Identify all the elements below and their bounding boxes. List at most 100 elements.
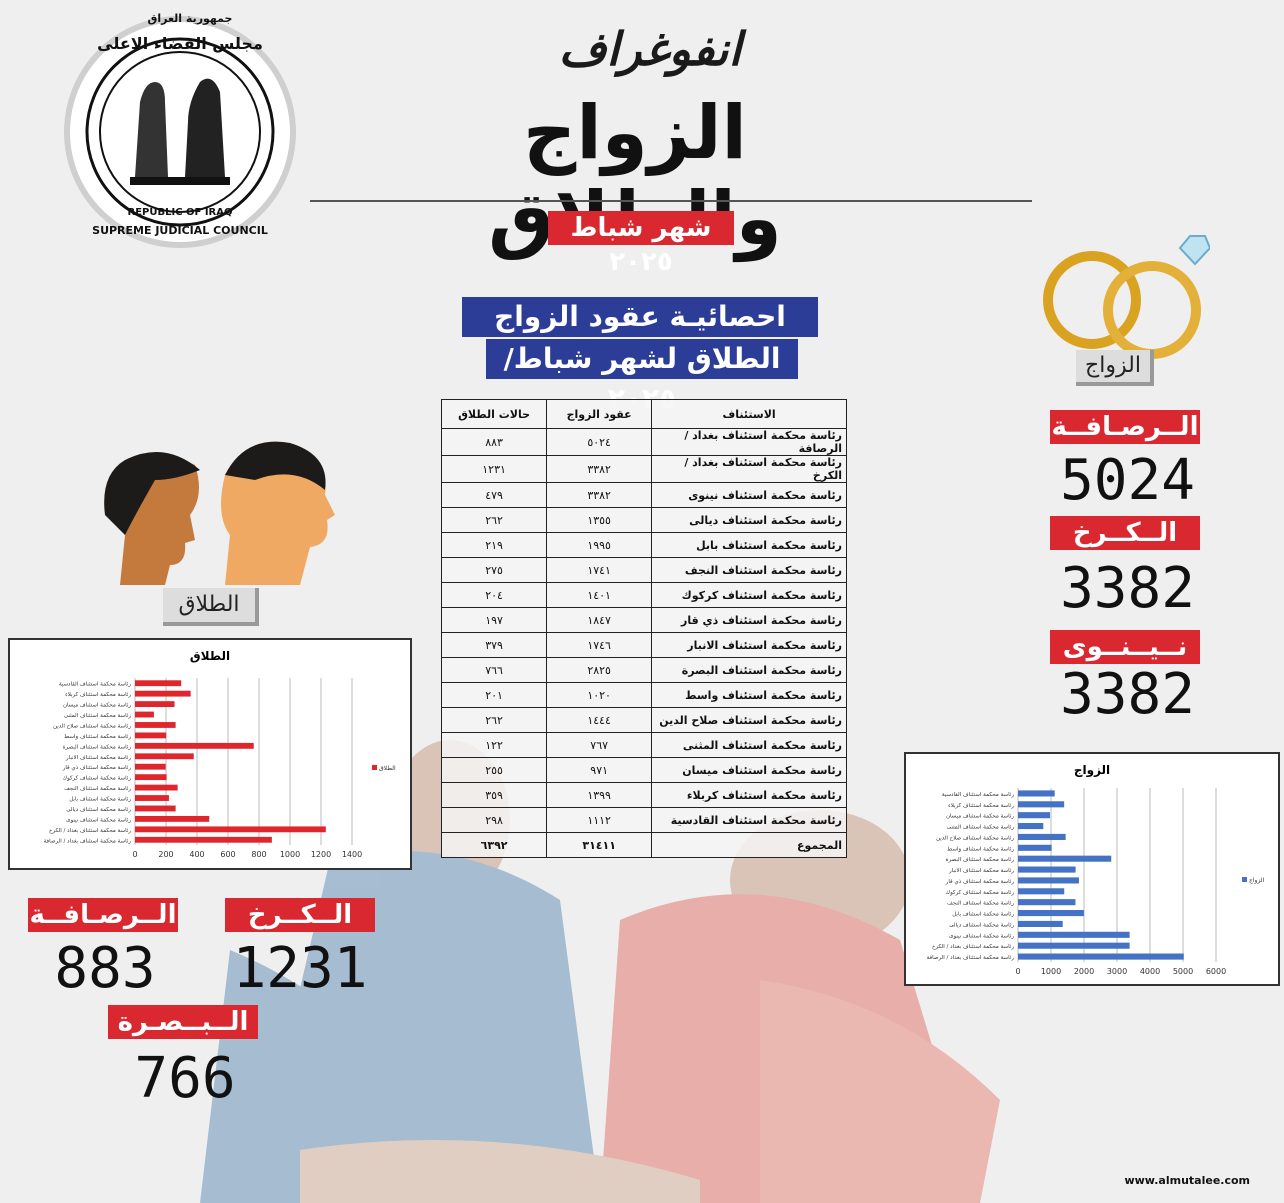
- y-category-label: رئاسة محكمة استئناف البصرة: [63, 743, 132, 750]
- cell-court: رئاسة محكمة استئناف نينوى: [651, 482, 847, 508]
- marriage-region-2: الــكــرخ: [1050, 516, 1200, 550]
- bar: [135, 763, 166, 770]
- y-category-label: رئاسة محكمة استئناف ديالى: [949, 921, 1014, 928]
- bar: [135, 795, 169, 801]
- cell-marriage: ١٠٢٠: [546, 682, 653, 708]
- table-row: رئاسة محكمة استئناف الانبار ١٧٤٦ ٣٧٩: [440, 632, 847, 658]
- y-category-label: رئاسة محكمة استئناف ميسان: [946, 813, 1014, 820]
- y-category-label: رئاسة محكمة استئناف البصرة: [946, 856, 1015, 863]
- bar: [135, 805, 176, 812]
- cell-marriage: ١٤٤٤: [546, 707, 653, 733]
- cell-divorce: ٤٧٩: [440, 482, 548, 508]
- cell-court: رئاسة محكمة استئناف ذي قار: [651, 607, 847, 633]
- cell-court: رئاسة محكمة استئناف كركوك: [651, 582, 847, 608]
- cell-court: رئاسة محكمة استئناف كربلاء: [651, 782, 847, 808]
- y-category-label: رئاسة محكمة استئناف كركوك: [946, 889, 1015, 896]
- legend-swatch: [1242, 877, 1247, 882]
- y-category-label: رئاسة محكمة استئناف النجف: [947, 900, 1014, 907]
- x-tick-label: 1000: [1041, 967, 1061, 976]
- cell-divorce: ٣٥٩: [440, 782, 548, 808]
- divorce-region-1: الــرصـافــة: [28, 898, 178, 932]
- stats-title-line2: الطلاق لشهر شباط/ ٢٠٢٥: [486, 339, 798, 415]
- cell-divorce: ٢٦٢: [440, 507, 548, 533]
- y-category-label: رئاسة محكمة استئناف الانبار: [65, 754, 131, 761]
- cell-divorce: ٢٥٥: [440, 757, 548, 783]
- cell-marriage: ١٣٩٩: [546, 782, 653, 808]
- y-category-label: رئاسة محكمة استئناف كربلاء: [948, 802, 1014, 809]
- bar: [1018, 931, 1130, 938]
- y-category-label: رئاسة محكمة استئناف القادسية: [942, 791, 1014, 798]
- header-court: الاستئناف: [651, 399, 847, 429]
- bar: [135, 784, 178, 791]
- x-tick-label: 6000: [1206, 967, 1226, 976]
- cell-divorce: ٢٠٤: [440, 582, 548, 608]
- x-tick-label: 3000: [1107, 967, 1127, 976]
- cell-marriage: ٣٣٨٢: [546, 455, 653, 483]
- bar: [135, 774, 167, 781]
- y-category-label: رئاسة محكمة استئناف كربلاء: [65, 691, 131, 698]
- table-header-row: الاستئناف عقود الزواج حالات الطلاق: [440, 399, 847, 429]
- marriage-label: الزواج: [1076, 350, 1154, 386]
- bar: [1018, 899, 1076, 906]
- legend-swatch: [372, 765, 377, 770]
- bar: [135, 722, 176, 728]
- cell-court: رئاسة محكمة استئناف بغداد / الكرخ: [651, 455, 847, 483]
- cell-marriage: ١٨٤٧: [546, 607, 653, 633]
- cell-divorce: ٢٦٢: [440, 707, 548, 733]
- y-category-label: رئاسة محكمة استئناف صلاح الدين: [53, 722, 131, 729]
- table-row: رئاسة محكمة استئناف النجف ١٧٤١ ٢٧٥: [440, 557, 847, 583]
- y-category-label: رئاسة محكمة استئناف ذي قار: [62, 764, 132, 771]
- bar: [1018, 877, 1079, 884]
- x-tick-label: 5000: [1173, 967, 1193, 976]
- infograph-heading: انفوغراف: [558, 22, 742, 76]
- cell-marriage: ١٤٠١: [546, 582, 653, 608]
- table-row: رئاسة محكمة استئناف صلاح الدين ١٤٤٤ ٢٦٢: [440, 707, 847, 733]
- y-category-label: رئاسة محكمة استئناف المثنى: [947, 824, 1014, 831]
- cell-marriage: ١٧٤١: [546, 557, 653, 583]
- cell-divorce: ٢٠١: [440, 682, 548, 708]
- x-tick-label: 1000: [280, 850, 300, 859]
- table-row: رئاسة محكمة استئناف واسط ١٠٢٠ ٢٠١: [440, 682, 847, 708]
- bar: [1018, 812, 1051, 819]
- footer-website[interactable]: www.almutalee.com: [1124, 1174, 1250, 1187]
- cell-divorce: ٣٧٩: [440, 632, 548, 658]
- marriage-region-1: الــرصـافــة: [1050, 410, 1200, 444]
- table-row: رئاسة محكمة استئناف بابل ١٩٩٥ ٢١٩: [440, 532, 847, 558]
- bar: [1018, 833, 1066, 840]
- bar: [135, 680, 182, 687]
- cell-marriage: ١٩٩٥: [546, 532, 653, 558]
- y-category-label: رئاسة محكمة استئناف النجف: [64, 785, 131, 792]
- cell-court: رئاسة محكمة استئناف البصرة: [651, 657, 847, 683]
- divorce-region-3: الــبــصـرة: [108, 1005, 258, 1039]
- x-tick-label: 200: [158, 850, 173, 859]
- logo-arabic-council: مجلس القضاء الاعلى: [97, 34, 263, 53]
- bar: [1018, 855, 1112, 862]
- logo-english-1: REPUBLIC OF IRAQ: [127, 207, 233, 218]
- marriage-value-1: 5024: [1060, 448, 1195, 513]
- bar: [1018, 953, 1184, 960]
- table-row: رئاسة محكمة استئناف البصرة ٢٨٢٥ ٧٦٦: [440, 657, 847, 683]
- y-category-label: رئاسة محكمة استئناف بابل: [952, 911, 1014, 918]
- cell-marriage: ١١١٢: [546, 807, 653, 833]
- bar: [135, 826, 326, 833]
- divorced-couple-icon: [104, 441, 335, 585]
- cell-marriage: ٥٠٢٤: [546, 428, 653, 456]
- bar: [135, 753, 194, 760]
- bar: [1018, 910, 1084, 917]
- stats-title-line1: احصائيـة عقود الزواج وحالات: [462, 297, 818, 373]
- cell-court: رئاسة محكمة استئناف ديالى: [651, 507, 847, 533]
- cell-marriage: ٣٣٨٢: [546, 482, 653, 508]
- table-row: رئاسة محكمة استئناف ذي قار ١٨٤٧ ١٩٧: [440, 607, 847, 633]
- y-category-label: رئاسة محكمة استئناف الانبار: [948, 867, 1014, 874]
- cell-divorce: ١٢٢: [440, 732, 548, 758]
- y-category-label: رئاسة محكمة استئناف بغداد / الرصافة: [927, 954, 1015, 961]
- bar: [135, 815, 210, 822]
- y-category-label: رئاسة محكمة استئناف ذي قار: [945, 878, 1015, 885]
- bar: [135, 836, 272, 843]
- y-category-label: رئاسة محكمة استئناف بغداد / الكرخ: [932, 943, 1014, 950]
- bar: [1018, 790, 1055, 797]
- y-category-label: رئاسة محكمة استئناف بابل: [69, 796, 131, 803]
- chart-title: الطلاق: [190, 649, 230, 663]
- divorce-value-3: 766: [134, 1046, 236, 1111]
- council-logo: جمهورية العراق مجلس القضاء الاعلى REPUBL…: [60, 12, 300, 252]
